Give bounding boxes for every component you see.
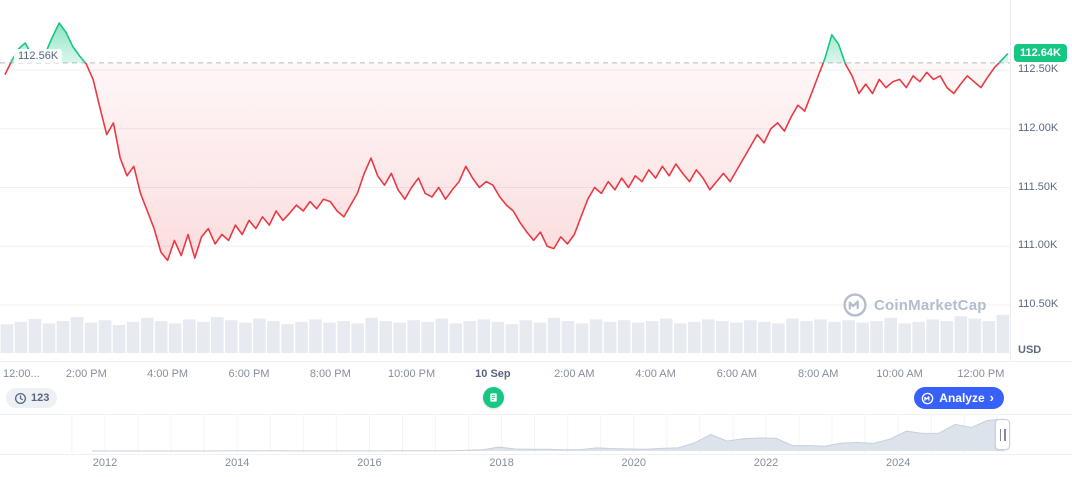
price-tick-label: 112.50K — [1018, 63, 1059, 75]
time-tick-label: 6:00 PM — [228, 368, 270, 380]
history-minichart-svg[interactable] — [0, 415, 1010, 453]
time-tick-label: 12:00... — [3, 368, 40, 380]
time-axis: 12:00... 2:00 PM 4:00 PM 6:00 PM 8:00 PM 10:0… — [0, 361, 1072, 384]
time-tick-label: 10:00 PM — [388, 368, 436, 380]
year-tick-label: 2016 — [357, 457, 382, 469]
watermark-text: CoinMarketCap — [874, 296, 987, 314]
current-price-badge: 112.64K — [1014, 43, 1067, 62]
year-tick-label: 2012 — [92, 457, 118, 469]
year-tick-label: 2018 — [489, 457, 514, 469]
time-tick-label: 8:00 AM — [798, 368, 839, 380]
range-navigator[interactable] — [0, 414, 1072, 455]
year-tick-label: 2014 — [224, 457, 250, 469]
year-tick-label: 2020 — [621, 457, 647, 469]
time-tick-label: 4:00 PM — [147, 368, 189, 380]
price-tick-label: 112.00K — [1018, 121, 1059, 134]
time-tick-label: 10 Sep — [475, 368, 511, 380]
price-tick-label: 110.50K — [1018, 298, 1059, 310]
price-tick-label: 111.50K — [1018, 180, 1058, 193]
time-tick-label: 2:00 PM — [65, 368, 107, 380]
clock-icon — [14, 392, 27, 404]
time-tick-label: 12:00 PM — [957, 368, 1005, 380]
cmc-logo-icon — [922, 392, 934, 404]
price-tick-label: 111.00K — [1018, 239, 1058, 252]
time-tick-label: 8:00 PM — [309, 368, 351, 380]
axis-unit-label: USD — [1018, 344, 1042, 356]
time-tick-label: 10:00 AM — [876, 368, 923, 380]
event-marker[interactable] — [483, 387, 504, 408]
price-chart-svg[interactable] — [0, 0, 1010, 361]
range-handle[interactable] — [995, 419, 1010, 450]
baseline-price-label: 112.56K — [14, 48, 63, 63]
year-tick-label: 2022 — [753, 457, 779, 469]
watermark: CoinMarketCap — [842, 292, 987, 318]
news-icon — [490, 393, 497, 402]
chevron-right-icon: › — [989, 390, 994, 405]
time-tick-label: 6:00 AM — [716, 368, 758, 380]
time-tick-label: 4:00 AM — [635, 368, 676, 380]
annotations-count: 123 — [31, 392, 50, 404]
annotations-badge[interactable]: 123 — [6, 388, 58, 408]
year-axis: 2012 2014 2016 2018 2020 2022 2024 — [0, 455, 1072, 473]
analyze-button[interactable]: Analyze › — [914, 387, 1004, 409]
time-tick-label: 2:00 AM — [554, 368, 595, 380]
year-tick-label: 2024 — [885, 457, 911, 469]
price-axis: 112.64K 112.50K 112.00K 111.50K 111.00K 110.… — [1010, 0, 1072, 361]
coinmarketcap-logo-icon — [843, 293, 867, 317]
analyze-label: Analyze — [939, 391, 985, 405]
price-chart-area[interactable]: 112.56K CoinMarketCap — [0, 0, 1010, 361]
